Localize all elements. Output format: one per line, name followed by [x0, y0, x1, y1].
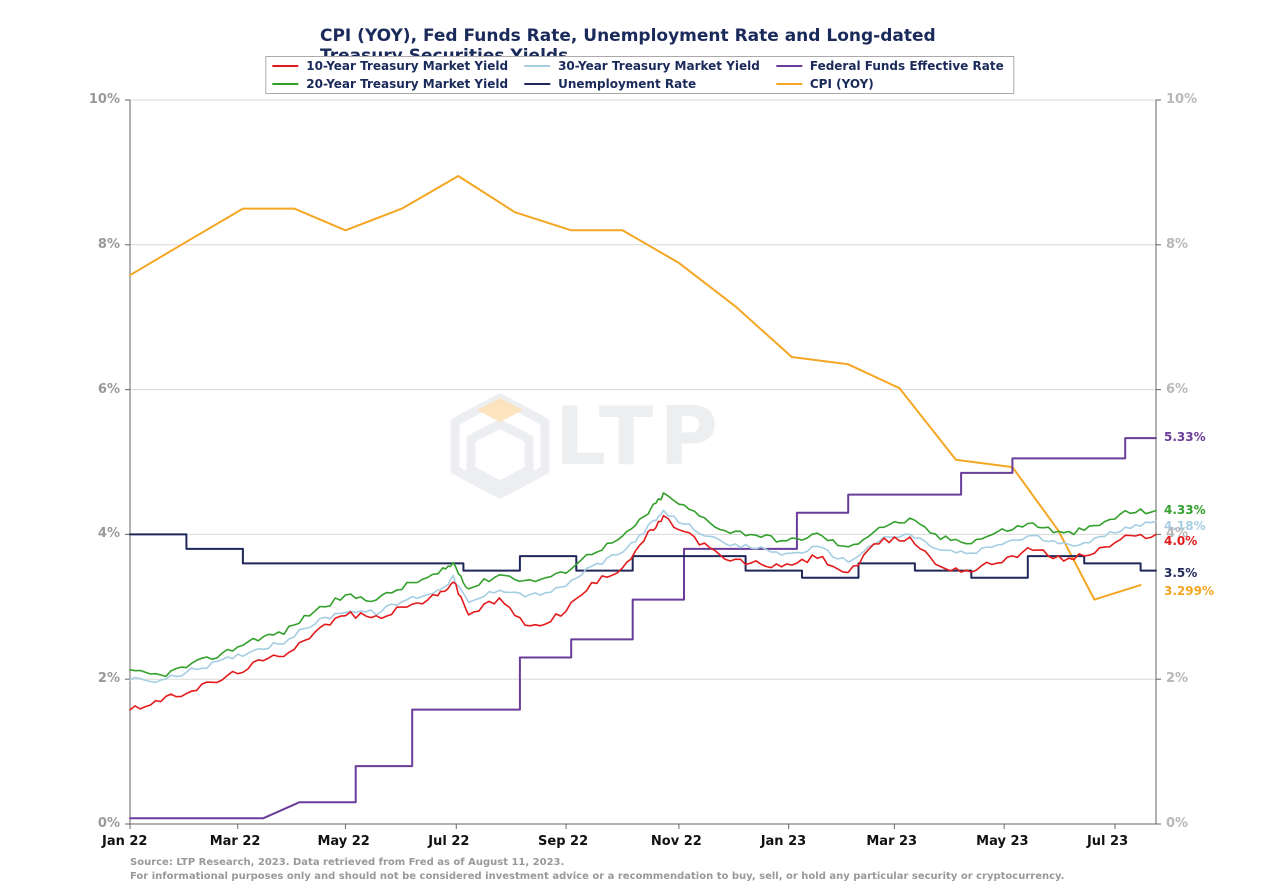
end-label: 5.33%	[1164, 430, 1206, 444]
footnote-line: Source: LTP Research, 2023. Data retriev…	[130, 856, 1064, 870]
ytick-left: 0%	[98, 816, 120, 831]
ytick-right: 2%	[1166, 671, 1188, 686]
ytick-right: 6%	[1166, 382, 1188, 397]
xtick: Jul 23	[1087, 834, 1128, 849]
footnote-line: For informational purposes only and shou…	[130, 870, 1064, 884]
ytick-left: 4%	[98, 526, 120, 541]
chart-container: CPI (YOY), Fed Funds Rate, Unemployment …	[0, 0, 1280, 896]
end-label: 3.5%	[1164, 566, 1197, 580]
end-label: 4.33%	[1164, 503, 1206, 517]
xtick: Jan 22	[102, 834, 147, 849]
footnote: Source: LTP Research, 2023. Data retriev…	[130, 856, 1064, 883]
legend-label: 30-Year Treasury Market Yield	[558, 59, 760, 73]
ytick-left: 10%	[89, 92, 120, 107]
end-label: 3.299%	[1164, 584, 1214, 598]
legend-item: Federal Funds Effective Rate	[770, 57, 1014, 75]
legend-label: Federal Funds Effective Rate	[810, 59, 1004, 73]
legend-item: CPI (YOY)	[770, 75, 1014, 93]
plot-svg	[0, 0, 1280, 896]
ytick-right: 10%	[1166, 92, 1197, 107]
xtick: Jan 23	[761, 834, 806, 849]
legend: 10-Year Treasury Market Yield 30-Year Tre…	[265, 56, 1014, 94]
legend-label: Unemployment Rate	[558, 77, 696, 91]
legend-label: CPI (YOY)	[810, 77, 874, 91]
legend-item: 10-Year Treasury Market Yield	[266, 57, 518, 75]
xtick: Jul 22	[428, 834, 469, 849]
xtick: May 23	[976, 834, 1028, 849]
ytick-left: 2%	[98, 671, 120, 686]
legend-item: 20-Year Treasury Market Yield	[266, 75, 518, 93]
xtick: Nov 22	[651, 834, 702, 849]
ytick-left: 6%	[98, 382, 120, 397]
legend-label: 10-Year Treasury Market Yield	[306, 59, 508, 73]
xtick: May 22	[317, 834, 369, 849]
ytick-right: 0%	[1166, 816, 1188, 831]
ytick-left: 8%	[98, 237, 120, 252]
legend-item: 30-Year Treasury Market Yield	[518, 57, 770, 75]
legend-label: 20-Year Treasury Market Yield	[306, 77, 508, 91]
xtick: Mar 23	[866, 834, 917, 849]
xtick: Mar 22	[210, 834, 261, 849]
xtick: Sep 22	[538, 834, 588, 849]
ytick-right: 8%	[1166, 237, 1188, 252]
ytick-right: 4%	[1166, 526, 1188, 541]
legend-item: Unemployment Rate	[518, 75, 770, 93]
